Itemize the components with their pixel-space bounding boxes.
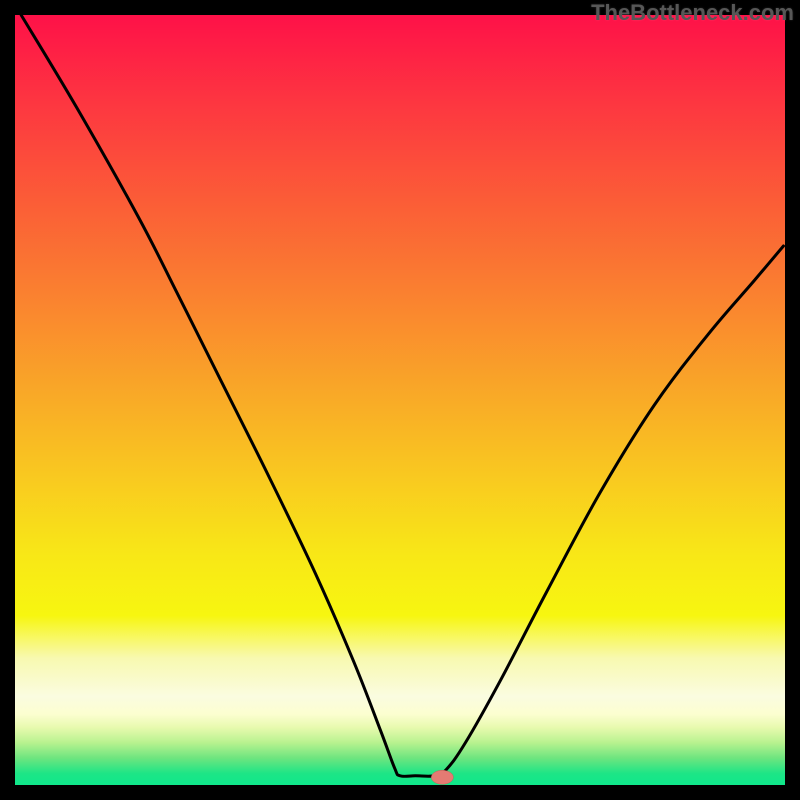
watermark-text: TheBottleneck.com [591, 0, 794, 26]
optimal-point-marker [431, 770, 453, 784]
chart-gradient-background [15, 15, 785, 785]
